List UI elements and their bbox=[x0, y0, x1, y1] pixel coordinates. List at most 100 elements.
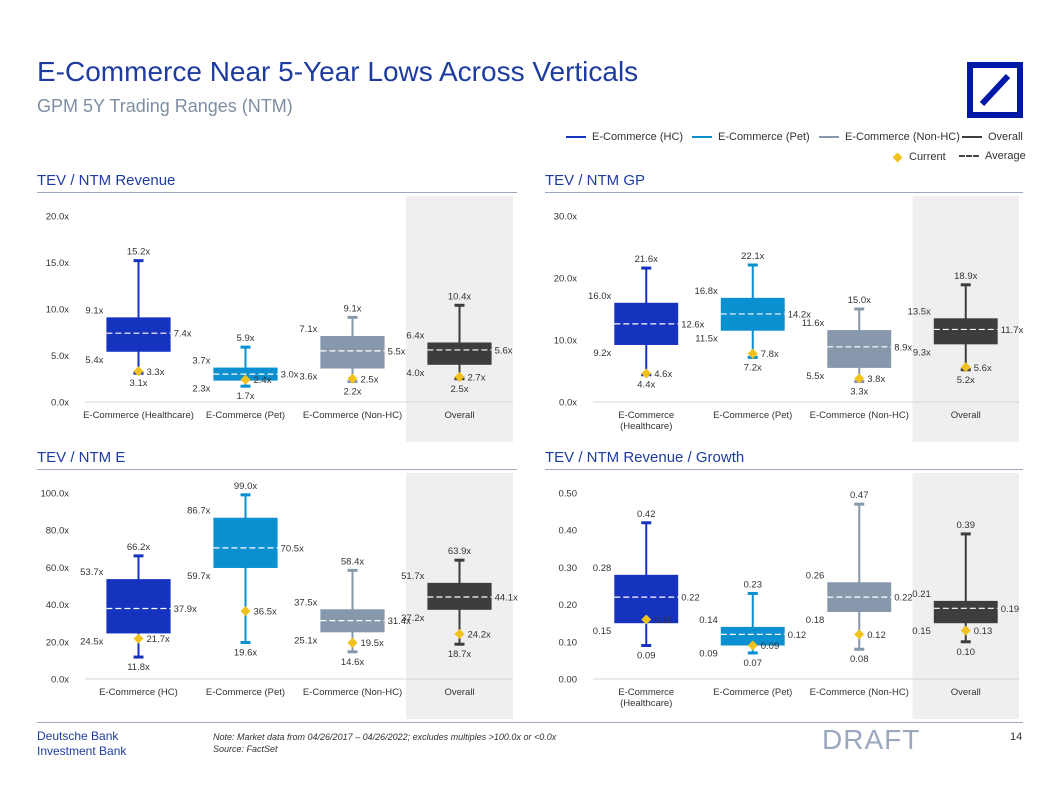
label-q1: 0.09 bbox=[699, 649, 718, 660]
box-group-overall: 10.4x 2.5x 6.4x 4.0x 5.6x 2.7x bbox=[406, 291, 512, 394]
category-label: (Healthcare) bbox=[620, 421, 672, 432]
current-diamond bbox=[747, 348, 758, 359]
legend-line-hc-icon bbox=[566, 136, 586, 138]
legend-line-pet-icon bbox=[692, 136, 712, 138]
label-max: 21.6x bbox=[635, 254, 658, 265]
panel-rule-rg bbox=[545, 469, 1023, 470]
label-q3: 6.4x bbox=[406, 330, 424, 341]
category-label: E-Commerce bbox=[618, 687, 674, 698]
category-label: E-Commerce (HC) bbox=[99, 687, 178, 698]
label-current: 3.8x bbox=[867, 374, 885, 385]
label-q1: 0.15 bbox=[912, 626, 931, 637]
note-text: Note: Market data from 04/26/2017 – 04/2… bbox=[213, 732, 557, 742]
deutsche-bank-logo bbox=[967, 62, 1023, 118]
label-min: 0.10 bbox=[957, 647, 976, 658]
box-group-overall: 63.9x 18.7x 51.7x 37.2x 44.1x 24.2x bbox=[401, 546, 518, 660]
label-current: 3.3x bbox=[147, 367, 165, 378]
label-max: 18.9x bbox=[954, 271, 977, 282]
box-range bbox=[320, 335, 385, 369]
label-q1: 0.15 bbox=[593, 626, 612, 637]
label-max: 15.0x bbox=[848, 295, 871, 306]
label-max: 10.4x bbox=[448, 291, 471, 302]
legend-item-overall: Overall bbox=[962, 131, 1023, 143]
label-max: 66.2x bbox=[127, 542, 150, 553]
label-min: 5.2x bbox=[957, 375, 975, 386]
label-average: 8.9x bbox=[894, 342, 912, 353]
label-q3: 0.14 bbox=[699, 615, 718, 626]
box-range bbox=[213, 517, 278, 568]
label-min: 0.07 bbox=[744, 658, 763, 669]
box-group-hc: 21.6x 4.4x 16.0x 9.2x 12.6x 4.6x bbox=[588, 254, 705, 391]
y-tick-label: 60.0x bbox=[46, 563, 69, 574]
y-tick-label: 20.0x bbox=[554, 274, 577, 285]
label-current: 5.6x bbox=[974, 363, 992, 374]
box-group-nonhc: 9.1x 2.2x 7.1x 3.6x 5.5x 2.5x bbox=[299, 303, 405, 397]
label-q3: 37.5x bbox=[294, 597, 317, 608]
legend-label-average: Average bbox=[985, 150, 1026, 162]
label-q1: 4.0x bbox=[406, 368, 424, 379]
footer-note: Note: Market data from 04/26/2017 – 04/2… bbox=[213, 731, 556, 755]
legend-label-hc: E-Commerce (HC) bbox=[592, 131, 684, 143]
y-tick-label: 0.00 bbox=[559, 675, 578, 686]
current-diamond bbox=[641, 368, 652, 379]
draft-watermark: DRAFT bbox=[822, 724, 921, 755]
chart-tev-ntm-e: 0.0x 20.0x 40.0x 60.0x 80.0x 100.0x 66.2x 11.8x… bbox=[40, 473, 518, 719]
chart-tev-ntm-revenue-growth: 0.00 0.10 0.20 0.30 0.40 0.50 0.42 0.09 0.28 0.15… bbox=[559, 473, 1019, 719]
page-subtitle: GPM 5Y Trading Ranges (NTM) bbox=[37, 96, 293, 116]
label-q3: 0.21 bbox=[912, 589, 931, 600]
brand-line-2: Investment Bank bbox=[37, 744, 127, 758]
box-range bbox=[720, 626, 785, 646]
label-q3: 3.7x bbox=[192, 356, 210, 367]
category-label: Overall bbox=[951, 687, 981, 698]
category-label: E-Commerce (Non-HC) bbox=[810, 687, 909, 698]
current-diamond bbox=[240, 374, 251, 385]
current-diamond bbox=[854, 373, 865, 384]
legend-label-nonhc: E-Commerce (Non-HC) bbox=[845, 131, 960, 143]
label-average: 7.4x bbox=[174, 329, 192, 340]
box-group-pet: 0.23 0.07 0.14 0.09 0.12 0.09 bbox=[699, 579, 806, 669]
label-max: 22.1x bbox=[741, 251, 764, 262]
y-tick-label: 0.10 bbox=[559, 637, 578, 648]
box-group-pet: 22.1x 7.2x 16.8x 11.5x 14.2x 7.8x bbox=[695, 251, 812, 373]
label-q1: 2.3x bbox=[192, 384, 210, 395]
label-min: 19.6x bbox=[234, 648, 257, 659]
legend-label-pet: E-Commerce (Pet) bbox=[718, 131, 810, 143]
label-average: 0.12 bbox=[788, 630, 807, 641]
y-tick-label: 15.0x bbox=[46, 258, 69, 269]
label-max: 99.0x bbox=[234, 481, 257, 492]
logo-slash-icon bbox=[979, 73, 1011, 107]
y-tick-label: 40.0x bbox=[46, 600, 69, 611]
box-range bbox=[106, 317, 171, 352]
current-diamond bbox=[133, 633, 144, 644]
label-average: 0.22 bbox=[894, 593, 913, 604]
category-label: E-Commerce (Healthcare) bbox=[83, 410, 194, 421]
label-q3: 9.1x bbox=[85, 305, 103, 316]
y-tick-label: 0.50 bbox=[559, 489, 578, 500]
box-group-nonhc: 58.4x 14.6x 37.5x 25.1x 31.4x 19.5x bbox=[294, 556, 411, 667]
label-q3: 53.7x bbox=[80, 567, 103, 578]
legend-item-current: Current bbox=[892, 151, 946, 163]
legend-item-average: Average bbox=[959, 150, 1026, 162]
current-diamond bbox=[347, 373, 358, 384]
legend-line-overall-icon bbox=[962, 136, 982, 138]
label-min: 4.4x bbox=[637, 380, 655, 391]
chart-tev-ntm-revenue: 0.0x 5.0x 10.0x 15.0x 20.0x 15.2x 3.1x 9.1x 5.4x… bbox=[46, 196, 513, 442]
legend-item-nonhc: E-Commerce (Non-HC) bbox=[819, 131, 960, 143]
label-max: 63.9x bbox=[448, 546, 471, 557]
label-q1: 5.4x bbox=[85, 355, 103, 366]
label-average: 14.2x bbox=[788, 309, 811, 320]
y-tick-label: 20.0x bbox=[46, 212, 69, 223]
label-q1: 25.1x bbox=[294, 635, 317, 646]
box-group-nonhc: 0.47 0.08 0.26 0.18 0.22 0.12 bbox=[806, 490, 913, 665]
label-current: 2.4x bbox=[254, 375, 272, 386]
category-label: E-Commerce (Non-HC) bbox=[810, 410, 909, 421]
label-current: 36.5x bbox=[254, 607, 277, 618]
legend-diamond-icon bbox=[892, 152, 903, 162]
current-diamond bbox=[854, 629, 865, 640]
chart-tev-ntm-gp: 0.0x 10.0x 20.0x 30.0x 21.6x 4.4x 16.0x 9.2x 12.… bbox=[554, 196, 1023, 442]
label-current: 0.12 bbox=[867, 630, 886, 641]
current-diamond bbox=[960, 362, 971, 373]
label-current: 24.2x bbox=[468, 629, 491, 640]
category-label: E-Commerce (Pet) bbox=[206, 687, 285, 698]
panel-title-gp: TEV / NTM GP bbox=[545, 172, 646, 189]
